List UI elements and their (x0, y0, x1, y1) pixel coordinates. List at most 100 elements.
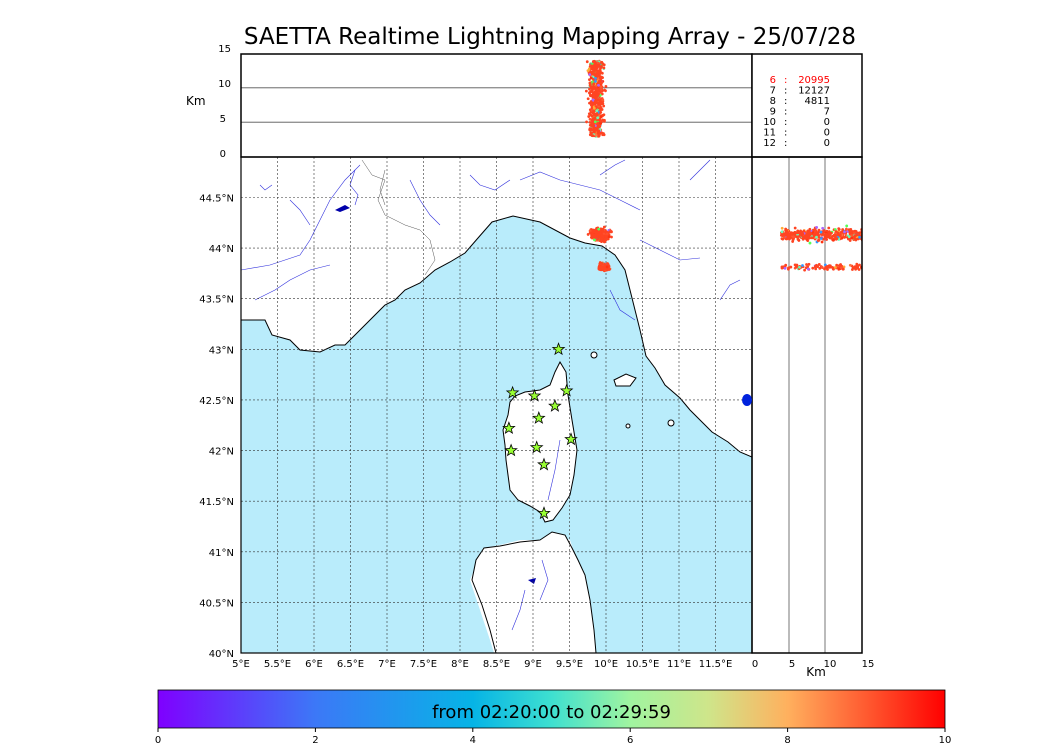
count-separator: : (784, 128, 787, 139)
count-value: 0 (824, 117, 830, 128)
lake (528, 578, 536, 584)
lat-tick-label: 43.5°N (199, 295, 234, 306)
count-value: 7 (824, 107, 830, 118)
altitude-longitude-panel: 15 10 5 0 Km (186, 44, 753, 160)
count-label: 9 (770, 107, 776, 118)
count-label: 6 (770, 75, 776, 86)
station-star-icon (537, 457, 551, 471)
count-value: 20995 (798, 75, 830, 86)
station-star-icon (505, 385, 520, 399)
side-panel-frame (751, 156, 863, 654)
top-panel-frame (240, 53, 753, 158)
side-xtick: 10 (824, 659, 837, 670)
count-value: 0 (824, 138, 830, 149)
lat-tick-label: 41.5°N (199, 497, 234, 508)
colorbar-gradient (157, 689, 946, 729)
lon-tick-label: 11.5°E (699, 659, 733, 670)
colorbar-tick: 10 (939, 735, 952, 746)
station-star-icon (548, 398, 562, 412)
lon-tick-label: 5.5°E (264, 659, 291, 670)
lon-tick-label: 6°E (305, 659, 323, 670)
count-value: 0 (824, 128, 830, 139)
top-ytick: 0 (220, 149, 226, 160)
lat-tick-label: 42°N (209, 447, 234, 458)
lat-tick-label: 44.5°N (199, 193, 234, 204)
count-label: 11 (763, 128, 776, 139)
colorbar-tick: 8 (784, 735, 790, 746)
station-star-icon (537, 506, 551, 520)
lake (335, 205, 350, 212)
side-xtick: 5 (789, 659, 795, 670)
corsica-island (502, 360, 578, 523)
map-panel: 44.5°N 44°N 43.5°N 43°N 42.5°N 42°N 41.5°N 41°N… (199, 156, 753, 670)
lightning-sources-top (584, 59, 608, 138)
count-label: 10 (763, 117, 776, 128)
count-label: 12 (763, 138, 776, 149)
lon-tick-label: 11°E (667, 659, 691, 670)
count-separator: : (784, 117, 787, 128)
station-star-icon (527, 388, 542, 402)
sardinia-island (471, 531, 597, 653)
station-star-icon (564, 432, 578, 446)
lat-tick-label: 42.5°N (199, 396, 234, 407)
top-ytick: 15 (218, 44, 231, 55)
colorbar-tick: 0 (155, 735, 161, 746)
map-gridlines (241, 157, 752, 653)
top-ytick: 5 (220, 114, 226, 125)
top-ylabel: Km (186, 94, 206, 108)
top-ytick: 10 (218, 79, 231, 90)
count-value: 4811 (805, 96, 830, 107)
lon-tick-label: 10°E (594, 659, 618, 670)
side-xtick: 0 (752, 659, 758, 670)
lon-tick-label: 9.5°E (556, 659, 583, 670)
side-xtick: 15 (862, 659, 875, 670)
longitude-labels: 5°E 5.5°E 6°E 6.5°E 7°E 7.5°E 8°E 8.5°E 9°E 9.5°E… (232, 659, 732, 670)
lightning-sources-map (586, 225, 613, 273)
colorbar: 0 2 4 6 8 10 (155, 689, 952, 746)
latitude-altitude-panel: 0 5 10 15 Km (742, 156, 875, 679)
lon-tick-label: 9°E (524, 659, 542, 670)
latitude-labels: 44.5°N 44°N 43.5°N 43°N 42.5°N 42°N 41.5°N 41°N… (199, 193, 234, 660)
count-separator: : (784, 96, 787, 107)
coastline (241, 215, 752, 458)
lat-tick-label: 41°N (209, 548, 234, 559)
lon-tick-label: 7°E (378, 659, 396, 670)
station-star-icon (559, 383, 574, 397)
stations (502, 342, 578, 520)
country-borders (361, 159, 436, 276)
lat-tick-label: 44°N (209, 244, 234, 255)
lon-tick-label: 8°E (451, 659, 469, 670)
side-xlabel: Km (806, 665, 826, 679)
lightning-sources-side (779, 224, 862, 272)
colorbar-tick: 6 (627, 735, 633, 746)
count-separator: : (784, 138, 787, 149)
station-star-icon (502, 421, 516, 435)
count-separator: : (784, 86, 787, 97)
count-separator: : (784, 107, 787, 118)
colorbar-tick: 2 (312, 735, 318, 746)
lat-tick-label: 43°N (209, 345, 234, 356)
giglio-island (625, 423, 631, 429)
station-star-icon (551, 342, 566, 356)
outlier-source (742, 394, 752, 406)
count-label: 8 (770, 96, 776, 107)
count-label: 7 (770, 86, 776, 97)
lon-tick-label: 10.5°E (626, 659, 660, 670)
colorbar-tick: 4 (470, 735, 476, 746)
colorbar-label: from 02:20:00 to 02:29:59 (432, 702, 671, 723)
lon-tick-label: 6.5°E (337, 659, 364, 670)
lon-tick-label: 5°E (232, 659, 250, 670)
rivers (241, 159, 741, 631)
count-separator: : (784, 75, 787, 86)
count-value: 12127 (798, 86, 830, 97)
lat-tick-label: 40.5°N (199, 598, 234, 609)
argentario-island (667, 419, 675, 427)
lat-tick-label: 40°N (209, 649, 234, 660)
chart-title: SAETTA Realtime Lightning Mapping Array … (243, 24, 857, 50)
lon-tick-label: 7.5°E (410, 659, 437, 670)
station-star-icon (529, 440, 544, 454)
capraia-island (590, 351, 598, 359)
station-star-icon (504, 443, 518, 457)
